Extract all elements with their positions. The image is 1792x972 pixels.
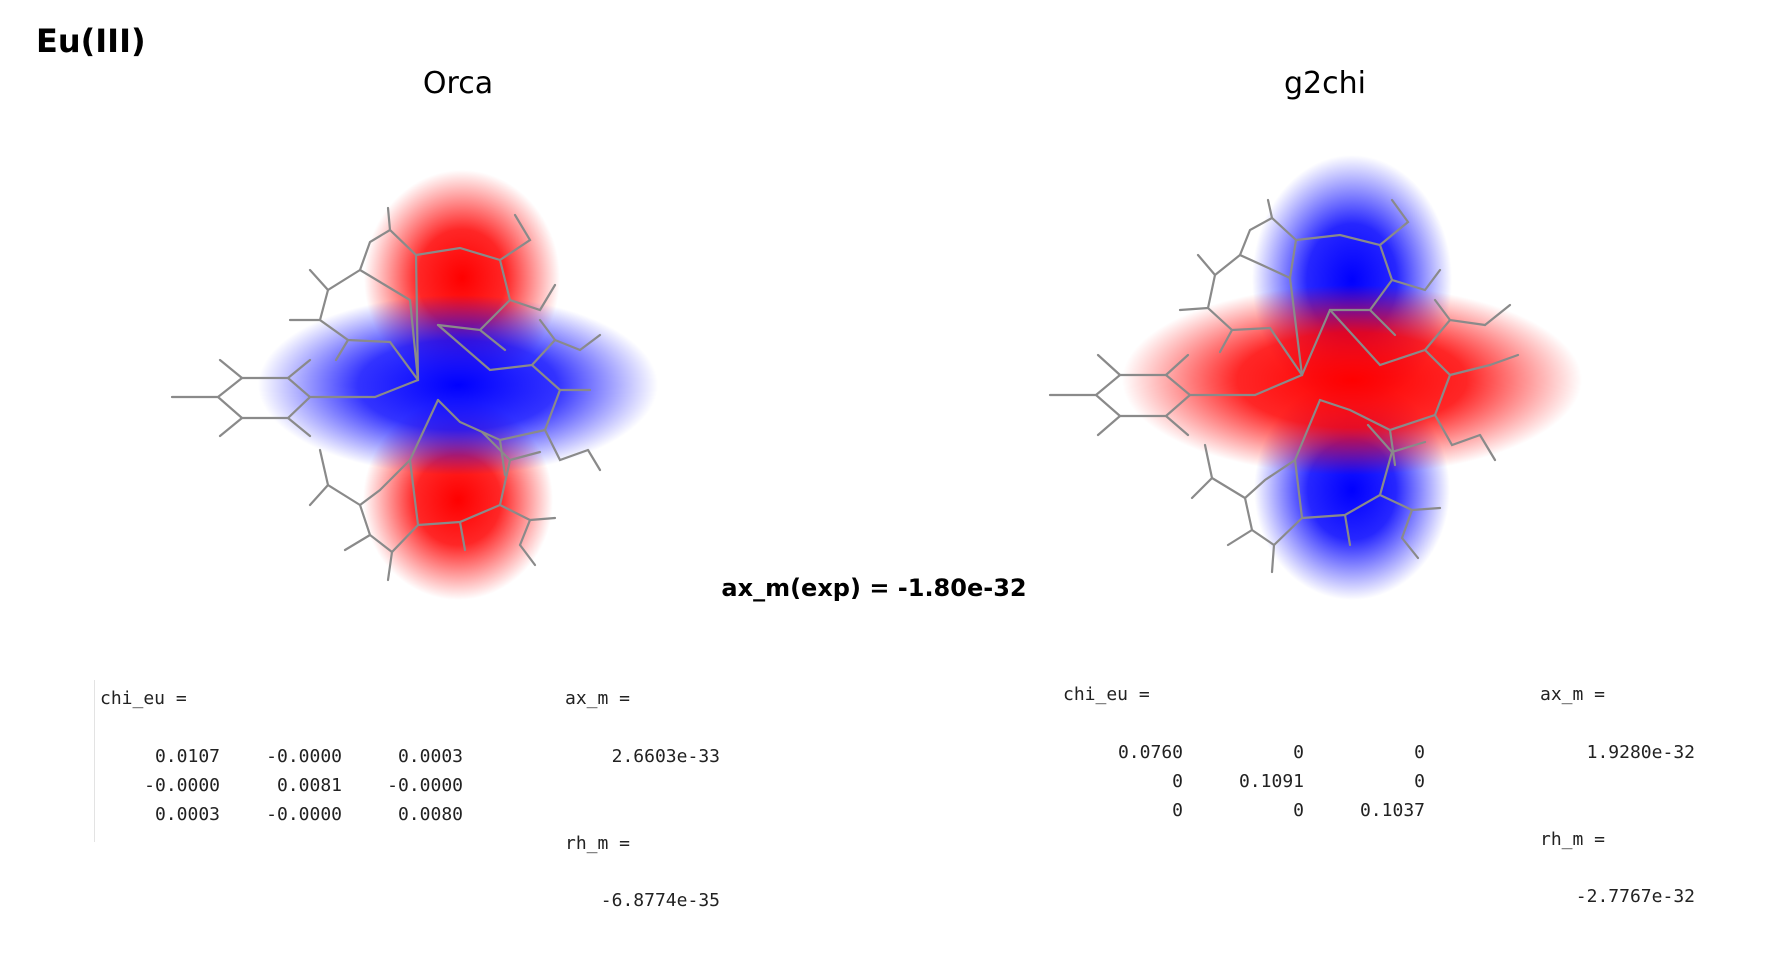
right-panel-title: g2chi	[1284, 66, 1366, 101]
left-rh-m-value: -6.8774e-35	[600, 890, 720, 911]
experimental-ax-m-label: ax_m(exp) = -1.80e-32	[721, 574, 1027, 602]
right-chi-cell: 0	[1293, 742, 1304, 763]
molecule-bonds	[170, 206, 602, 582]
left-ax-m-label: ax_m =	[565, 688, 631, 709]
page-heading: Eu(III)	[36, 22, 146, 60]
right-chi-cell: 0	[1172, 771, 1183, 792]
right-ax-m-label: ax_m =	[1540, 684, 1606, 705]
right-chi-cell: 0	[1172, 800, 1183, 821]
right-rh-m-label: rh_m =	[1540, 829, 1606, 850]
left-panel-title: Orca	[422, 66, 494, 101]
left-chi-cell: 0.0107	[154, 746, 220, 767]
left-chi-cell: 0.0081	[276, 775, 342, 796]
left-chi-label: chi_eu =	[100, 688, 187, 709]
right-chi-cell: 0	[1293, 800, 1304, 821]
left-chi-cell: -0.0000	[387, 775, 463, 796]
right-chi-cell: 0	[1414, 742, 1425, 763]
left-chi-cell: -0.0000	[144, 775, 220, 796]
left-console-divider	[94, 680, 95, 842]
left-chi-cell: -0.0000	[266, 804, 342, 825]
right-chi-cell: 0.0760	[1117, 742, 1183, 763]
right-rh-m-value: -2.7767e-32	[1575, 886, 1695, 907]
left-orbital-visualization	[170, 170, 658, 600]
left-chi-cell: 0.0003	[154, 804, 220, 825]
left-rh-m-label: rh_m =	[565, 833, 631, 854]
left-chi-cell: -0.0000	[266, 746, 342, 767]
right-chi-cell: 0	[1414, 771, 1425, 792]
right-chi-cell: 0.1091	[1238, 771, 1304, 792]
molecule-bonds	[1048, 198, 1520, 574]
right-ax-m-value: 1.9280e-32	[1586, 742, 1695, 763]
left-chi-cell: 0.0003	[397, 746, 463, 767]
right-chi-label: chi_eu =	[1063, 684, 1150, 705]
right-chi-cell: 0.1037	[1359, 800, 1425, 821]
right-orbital-visualization	[1048, 155, 1582, 600]
left-chi-cell: 0.0080	[397, 804, 463, 825]
positive-lobe-belt	[1122, 285, 1582, 475]
left-ax-m-value: 2.6603e-33	[611, 746, 720, 767]
negative-lobe-belt	[258, 295, 658, 475]
